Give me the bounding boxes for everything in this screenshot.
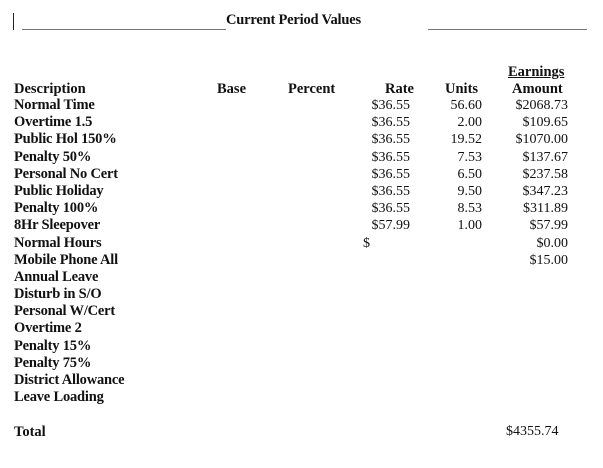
base-header: Base — [217, 81, 246, 97]
units-cell: 19.52 — [450, 132, 483, 148]
amount-cell: $347.23 — [522, 183, 569, 199]
percent-header: Percent — [288, 81, 336, 97]
units-cell: 9.50 — [457, 183, 483, 199]
description-cell: 8Hr Sleepover — [14, 217, 101, 234]
units-cell: 2.00 — [457, 115, 483, 131]
description-column: Normal Time Overtime 1.5 Public Hol 150%… — [14, 97, 125, 406]
rate-cell: $36.55 — [371, 183, 411, 199]
description-cell: Disturb in S/O — [14, 286, 102, 303]
total-label: Total — [14, 424, 46, 440]
units-header: Units — [445, 81, 479, 97]
amount-cell: $2068.73 — [515, 98, 569, 113]
description-cell: Mobile Phone All — [14, 251, 118, 268]
description-cell: Penalty 50% — [14, 148, 92, 165]
total-value: $4355.74 — [506, 424, 559, 439]
description-cell: Annual Leave — [14, 268, 99, 285]
page-title: Current Period Values — [226, 12, 361, 28]
description-cell: Personal No Cert — [14, 165, 118, 182]
description-cell: District Allowance — [14, 372, 125, 388]
amount-cell: $0.00 — [536, 235, 569, 251]
rate-cell: $36.55 — [371, 115, 411, 131]
units-column: 56.60 2.00 19.52 7.53 6.50 9.50 8.53 1.0… — [438, 97, 483, 235]
amount-cell: $311.89 — [523, 201, 568, 217]
description-cell: Penalty 100% — [14, 200, 99, 217]
rate-header: Rate — [385, 81, 414, 97]
units-cell: 8.53 — [457, 201, 483, 217]
rate-cell: $36.55 — [371, 132, 411, 148]
description-cell: Overtime 2 — [14, 320, 82, 337]
rate-cell: $36.55 — [371, 166, 411, 182]
amount-cell: $57.99 — [529, 218, 569, 234]
right-rule — [428, 29, 587, 30]
description-header: Description — [14, 81, 86, 97]
description-cell: Public Holiday — [14, 182, 104, 199]
earnings-header: Earnings — [508, 64, 565, 80]
description-cell: Penalty 15% — [14, 337, 92, 354]
rate-cell: $57.99 — [371, 218, 411, 234]
units-cell: 6.50 — [457, 166, 483, 182]
description-cell: Penalty 75% — [14, 354, 92, 371]
amount-cell: $137.67 — [522, 149, 569, 165]
description-cell: Leave Loading — [14, 389, 104, 406]
rate-column: $36.55 $36.55 $36.55 $36.55 $36.55 $36.5… — [360, 97, 410, 252]
rate-cell: $36.55 — [371, 201, 411, 217]
rate-cell: $36.55 — [371, 98, 411, 113]
amount-cell: $237.58 — [522, 166, 569, 182]
description-cell: Normal Time — [14, 97, 95, 113]
description-cell: Normal Hours — [14, 234, 102, 251]
amount-cell: $109.65 — [522, 115, 569, 131]
amount-cell: $1070.00 — [515, 132, 569, 148]
units-cell: 1.00 — [457, 218, 483, 234]
text-cursor — [13, 13, 14, 30]
description-cell: Public Hol 150% — [14, 131, 117, 148]
amount-column: $2068.73 $109.65 $1070.00 $137.67 $237.5… — [498, 97, 569, 269]
description-cell: Personal W/Cert — [14, 303, 116, 320]
units-cell: 56.60 — [450, 98, 483, 113]
units-cell: 7.53 — [457, 149, 483, 165]
description-cell: Overtime 1.5 — [14, 114, 93, 131]
left-rule — [22, 29, 226, 30]
amount-cell: $15.00 — [529, 252, 569, 268]
rate-cell: $ — [363, 235, 370, 251]
rate-cell: $36.55 — [371, 149, 411, 165]
amount-header: Amount — [512, 81, 563, 97]
